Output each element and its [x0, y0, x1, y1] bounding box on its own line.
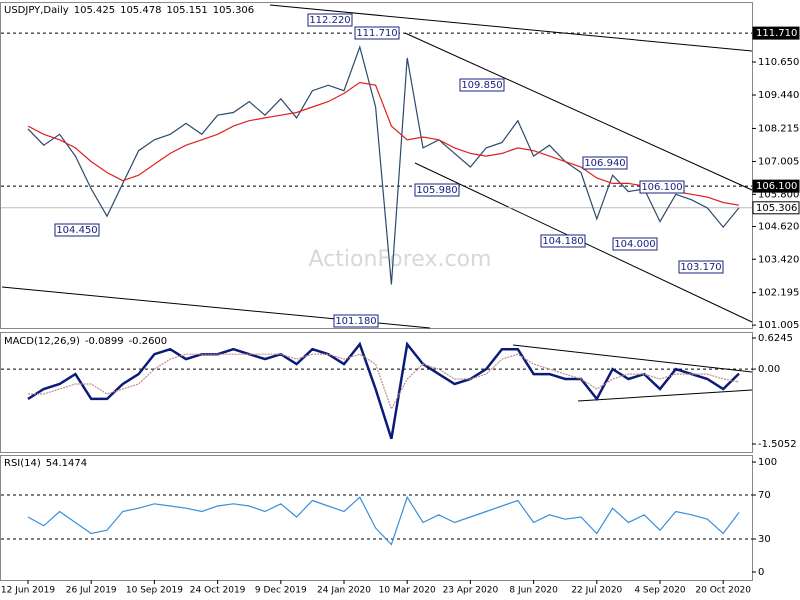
annotation-box: [639, 180, 685, 194]
annotation-box: [459, 78, 505, 92]
annotation-label: 112.220: [309, 15, 350, 26]
x-tick-label: 10 Sep 2019: [126, 586, 183, 596]
panel-title: RSI(14) 54.1474: [4, 458, 87, 469]
annotation-box: [582, 156, 628, 170]
y-tick-label: 0.00: [758, 364, 780, 375]
annotation-label: 103.170: [680, 262, 721, 273]
y-tick-label: 110.650: [758, 57, 799, 68]
annotation-box: [54, 223, 100, 237]
annotation-label: 104.180: [542, 236, 583, 247]
annotation-box: [333, 314, 379, 328]
panel-title: MACD(12,26,9) -0.0899 -0.2600: [4, 336, 167, 347]
series-line: [27, 341, 740, 440]
trendline: [577, 389, 753, 402]
price-panel: [0, 2, 753, 329]
x-tick-label: 24 Oct 2019: [190, 586, 246, 596]
annotation-box: [354, 26, 400, 40]
y-tick-label: 0.6245: [758, 333, 793, 344]
level-box: [752, 179, 800, 193]
annotation-label: 106.940: [584, 158, 625, 169]
annotation-box: [678, 260, 724, 274]
panel-title: USDJPY,Daily 105.425 105.478 105.151 105.306: [4, 5, 254, 16]
annotation-label: 104.450: [56, 225, 97, 236]
x-tick-label: 9 Dec 2019: [255, 586, 307, 596]
y-tick-label: 100: [758, 457, 777, 468]
x-tick-label: 26 Jul 2019: [66, 586, 117, 596]
series-line: [27, 81, 740, 206]
x-tick-label: 23 Apr 2020: [443, 586, 499, 596]
y-tick-label: 101.005: [758, 320, 799, 331]
annotation-box: [612, 237, 658, 251]
macd-panel: [0, 332, 753, 453]
readout: 54.1474: [46, 458, 87, 469]
title: MACD(12,26,9): [4, 336, 80, 347]
annotation-label: 101.180: [335, 316, 376, 327]
x-tick-label: 4 Sep 2020: [634, 586, 686, 596]
x-tick-label: 22 Jul 2020: [571, 586, 622, 596]
y-tick-label: 109.440: [758, 90, 799, 101]
readout: -0.2600: [129, 336, 168, 347]
trendline: [269, 4, 753, 52]
level-label: 111.710: [756, 28, 797, 39]
title: RSI(14): [4, 458, 41, 469]
readout: 105.151: [166, 5, 207, 16]
y-tick-label: 0: [758, 567, 764, 578]
series-line: [28, 353, 740, 411]
trendline: [404, 32, 753, 191]
y-tick-label: 104.620: [758, 222, 799, 233]
y-tick-label: 70: [758, 490, 771, 501]
trendline: [512, 344, 753, 373]
level-label: 106.100: [756, 181, 797, 192]
y-tick-label: 103.420: [758, 254, 799, 265]
readout: 105.306: [213, 5, 254, 16]
title: USDJPY,Daily: [4, 5, 69, 16]
y-tick-label: 105.800: [758, 189, 799, 200]
watermark: ActionForex.com: [309, 247, 492, 272]
x-tick-label: 12 Jun 2019: [1, 586, 55, 596]
rsi-panel: [0, 455, 753, 581]
annotation-box: [307, 13, 353, 27]
annotation-box: [540, 234, 586, 248]
series-line: [27, 495, 740, 546]
y-tick-label: 107.005: [758, 156, 799, 167]
readout: 105.478: [120, 5, 161, 16]
annotation-box: [414, 183, 460, 197]
readout: 105.425: [74, 5, 115, 16]
readout: -0.0899: [85, 336, 124, 347]
x-tick-label: 20 Oct 2020: [695, 586, 751, 596]
annotation-label: 105.980: [416, 185, 457, 196]
y-tick-label: 30: [758, 534, 771, 545]
annotation-label: 106.100: [641, 182, 682, 193]
level-box: [752, 26, 800, 40]
annotation-label: 104.000: [614, 239, 655, 250]
x-tick-label: 8 Jun 2020: [509, 586, 558, 596]
y-tick-label: -1.5052: [758, 439, 797, 450]
x-tick-label: 10 Mar 2020: [379, 586, 436, 596]
x-tick-label: 24 Jan 2020: [317, 586, 371, 596]
y-tick-label: 102.195: [758, 288, 799, 299]
annotation-label: 109.850: [461, 80, 502, 91]
level-label: 105.306: [756, 203, 797, 214]
y-tick-label: 108.215: [758, 123, 799, 134]
level-box: [752, 201, 800, 215]
annotation-label: 111.710: [356, 28, 397, 39]
